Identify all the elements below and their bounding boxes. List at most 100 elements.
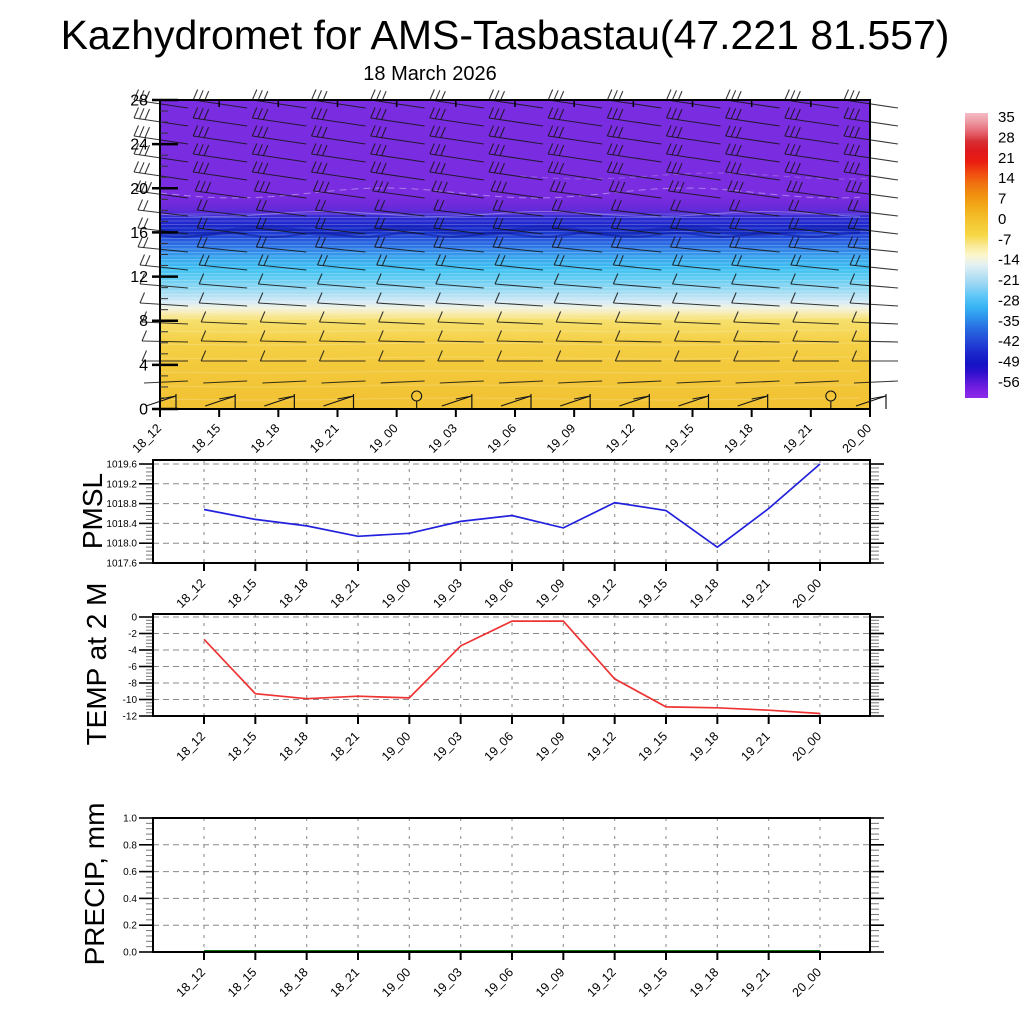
time-tick-label: 19_15 xyxy=(662,421,697,456)
colorbar-tick-label: -7 xyxy=(998,231,1011,248)
y-tick-label: 1017.6 xyxy=(106,559,137,570)
colorbar-tick-label: 14 xyxy=(998,170,1015,187)
precip-chart: 1.0 0.8 0.6 0.4 0.2 0.0 18_12 18_15 18_18 18_21 19… xyxy=(123,814,884,1000)
date-subtitle: 18 March 2026 xyxy=(363,63,497,85)
pmsl-chart: 1019.6 1019.2 1018.8 1018.4 1018.0 1017.6 18_1… xyxy=(106,459,884,611)
y-tick-label: 1018.4 xyxy=(106,519,137,530)
y-tick-label: -8 xyxy=(128,679,137,690)
y-tick-label: -4 xyxy=(128,646,137,657)
colorbar: 35 28 21 14 7 0 -7 -14 -21 -28 -35 -42 -49 -56 xyxy=(965,109,1020,398)
time-tick-label: 19_00 xyxy=(379,965,414,1000)
colorbar-tick-label: 21 xyxy=(998,150,1015,167)
y-tick-label: -10 xyxy=(123,695,138,706)
y-tick-label: 0 xyxy=(131,613,137,624)
y-tick-label: 0.4 xyxy=(123,894,137,905)
height-tick-label: 16 xyxy=(130,225,148,242)
time-tick-label: 19_12 xyxy=(584,729,619,764)
time-tick-label: 19_06 xyxy=(482,729,517,764)
time-tick-label: 19_00 xyxy=(379,729,414,764)
height-tick-label: 28 xyxy=(130,93,148,110)
time-tick-label: 19_09 xyxy=(533,729,568,764)
time-tick-label: 20_00 xyxy=(790,965,825,1000)
temp-axis-title: TEMP at 2 M xyxy=(81,582,112,746)
colorbar-tick-label: 28 xyxy=(998,129,1015,146)
time-tick-label: 19_03 xyxy=(425,421,460,456)
temp-chart-line xyxy=(203,620,821,715)
y-tick-label: -2 xyxy=(128,629,137,640)
time-tick-label: 19_09 xyxy=(533,965,568,1000)
time-tick-label: 19_21 xyxy=(738,729,773,764)
y-tick-label: 0.6 xyxy=(123,867,137,878)
time-tick-label: 19_15 xyxy=(636,576,671,611)
time-tick-label: 19_00 xyxy=(366,421,401,456)
colorbar-tick-label: -14 xyxy=(998,252,1020,269)
y-tick-label: 1018.8 xyxy=(106,499,137,510)
time-tick-label: 19_21 xyxy=(780,421,815,456)
height-tick-label: 8 xyxy=(139,313,148,330)
colorbar-tick-label: -35 xyxy=(998,313,1020,330)
colorbar-tick-label: 7 xyxy=(998,191,1006,208)
colorbar-tick-label: -21 xyxy=(998,272,1020,289)
time-tick-label: 19_03 xyxy=(430,576,465,611)
precip-axis-title: PRECIP, mm xyxy=(79,802,110,966)
temp-chart: 0 -2 -4 -6 -8 -10 -12 18_12 18_15 18_18 18_21 19_00… xyxy=(123,613,884,764)
time-tick-label: 19_09 xyxy=(533,576,568,611)
wind-barbs xyxy=(133,89,899,409)
time-tick-label: 18_12 xyxy=(130,421,165,456)
time-tick-label: 18_12 xyxy=(174,965,209,1000)
time-tick-label: 18_12 xyxy=(174,576,209,611)
time-tick-label: 19_06 xyxy=(482,576,517,611)
height-tick-label: 0 xyxy=(139,402,148,419)
time-tick-label: 19_03 xyxy=(430,729,465,764)
colorbar-tick-label: -28 xyxy=(998,292,1020,309)
colorbar-tick-label: -42 xyxy=(998,333,1020,350)
page-title: Kazhydromet for AMS-Tasbastau(47.221 81.… xyxy=(60,12,950,58)
height-tick-label: 20 xyxy=(130,181,148,198)
time-tick-label: 19_06 xyxy=(485,421,520,456)
time-tick-label: 19_12 xyxy=(584,965,619,1000)
time-tick-label: 18_21 xyxy=(328,965,363,1000)
time-tick-label: 19_18 xyxy=(721,421,756,456)
time-tick-label: 19_03 xyxy=(430,965,465,1000)
time-tick-label: 19_18 xyxy=(687,965,722,1000)
time-tick-label: 18_18 xyxy=(276,729,311,764)
contour-lines xyxy=(159,172,871,401)
time-tick-label: 19_06 xyxy=(482,965,517,1000)
y-tick-label: -6 xyxy=(128,662,137,673)
y-tick-label: 1019.6 xyxy=(106,460,137,471)
time-tick-label: 19_18 xyxy=(687,576,722,611)
time-tick-label: 19_21 xyxy=(738,965,773,1000)
y-tick-label: 1.0 xyxy=(123,814,137,825)
time-tick-label: 19_21 xyxy=(738,576,773,611)
y-tick-label: 1018.0 xyxy=(106,539,137,550)
y-tick-label: 0.2 xyxy=(123,921,137,932)
time-tick-label: 18_21 xyxy=(328,576,363,611)
time-tick-label: 19_15 xyxy=(636,729,671,764)
time-tick-label: 20_00 xyxy=(790,576,825,611)
time-tick-label: 18_21 xyxy=(307,421,342,456)
time-tick-label: 19_00 xyxy=(379,576,414,611)
time-tick-label: 18_15 xyxy=(225,576,260,611)
time-tick-label: 18_18 xyxy=(276,576,311,611)
temperature-field xyxy=(160,100,870,409)
time-tick-label: 20_00 xyxy=(840,421,875,456)
height-tick-label: 4 xyxy=(139,357,148,374)
time-tick-label: 18_15 xyxy=(189,421,224,456)
y-tick-label: 1019.2 xyxy=(106,479,137,490)
colorbar-tick-label: 35 xyxy=(998,109,1015,126)
y-tick-label: 0.8 xyxy=(123,840,137,851)
colorbar-tick-label: 0 xyxy=(998,211,1006,228)
time-tick-label: 18_15 xyxy=(225,729,260,764)
time-tick-label: 19_12 xyxy=(584,576,619,611)
time-tick-label: 18_12 xyxy=(174,729,209,764)
time-tick-label: 20_00 xyxy=(790,729,825,764)
y-tick-label: 0.0 xyxy=(123,948,137,959)
time-tick-label: 18_18 xyxy=(276,965,311,1000)
pmsl-axis-title: PMSL xyxy=(77,472,108,550)
time-tick-label: 19_18 xyxy=(687,729,722,764)
colorbar-tick-label: -56 xyxy=(998,374,1020,391)
pmsl-chart-line xyxy=(203,463,821,549)
height-tick-label: 12 xyxy=(130,269,148,286)
